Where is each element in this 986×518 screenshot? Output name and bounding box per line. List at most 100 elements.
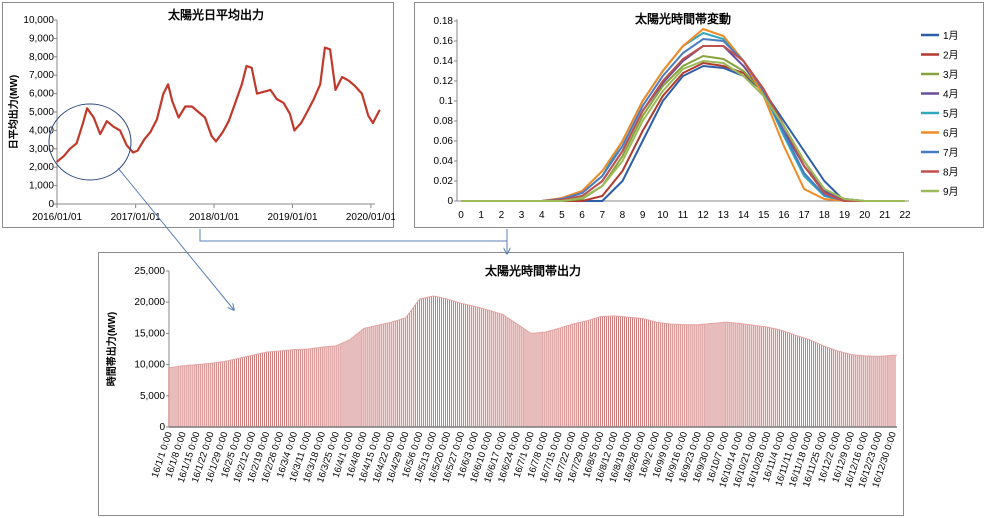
x-tick-label: 7	[599, 210, 605, 221]
y-tick-label: 0.16	[434, 36, 454, 47]
data-point	[106, 120, 108, 122]
x-tick-label: 14	[738, 210, 750, 221]
y-tick-label: 0.1	[439, 96, 453, 107]
data-point	[56, 160, 58, 163]
data-point	[86, 107, 88, 110]
y-tick-label: 15,000	[134, 328, 165, 339]
data-point	[149, 131, 152, 134]
legend-label: 5月	[943, 108, 959, 120]
x-tick-label: 10	[657, 210, 669, 221]
data-point	[312, 98, 315, 100]
series-line	[56, 46, 381, 163]
y-tick-label: 25,000	[134, 266, 165, 277]
data-point	[204, 116, 206, 119]
x-tick-label: 2017/01/01	[111, 212, 161, 223]
series-line-9	[461, 59, 905, 202]
data-point	[347, 79, 350, 82]
data-point	[99, 133, 101, 135]
y-tick-label: 2,000	[29, 162, 54, 173]
data-point	[341, 76, 343, 78]
data-point	[143, 138, 146, 141]
x-tick-label: 1	[478, 210, 484, 221]
x-tick-label: 16	[778, 210, 790, 221]
chart-title: 太陽光時間帯出力	[485, 263, 581, 278]
data-point	[324, 46, 326, 49]
series-line-2	[461, 61, 905, 202]
data-point	[92, 116, 95, 119]
y-tick-label: 10,000	[134, 360, 165, 371]
data-point	[75, 142, 78, 145]
x-tick-label: 15	[758, 210, 770, 221]
y-tick-label: 8,000	[29, 52, 54, 63]
data-point	[329, 48, 331, 51]
hourly-output-chart-panel: 太陽光時間帯出力 0 5,000 10,000 15,000 20,000 25,000 時間…	[98, 252, 904, 516]
envelope-line	[168, 295, 897, 369]
data-point	[69, 148, 71, 150]
y-tick-label: 7,000	[29, 70, 54, 81]
x-tick-label: 2	[499, 210, 505, 221]
data-point	[112, 125, 115, 128]
data-point	[171, 100, 173, 102]
y-tick-label: 0.04	[434, 156, 454, 167]
data-point	[177, 116, 180, 119]
data-point	[136, 149, 139, 152]
data-point	[256, 92, 258, 95]
y-tick-label: 0.14	[434, 56, 454, 67]
x-tick-label: 4	[539, 210, 545, 221]
data-point	[282, 102, 285, 104]
y-tick-label: 4,000	[29, 125, 54, 136]
data-point	[269, 89, 272, 91]
hourly-variation-chart: 太陽光時間帯変動 0 0.02 0.04 0.06 0.08 0.1 0.12 0.14 0.16…	[434, 11, 959, 221]
data-point	[378, 109, 381, 111]
legend-label: 2月	[943, 50, 959, 62]
x-tick-label: 2018/01/01	[189, 212, 239, 223]
legend-label: 9月	[943, 186, 959, 198]
data-point	[125, 144, 128, 146]
data-point	[300, 122, 302, 124]
data-point	[289, 113, 291, 115]
hourly-bars	[168, 296, 896, 427]
y-tick-label: 20,000	[134, 297, 165, 308]
y-tick-label: 5,000	[140, 391, 165, 402]
y-tick-label: 0.12	[434, 76, 454, 87]
data-point	[262, 90, 265, 93]
x-tick-label: 2016/01/01	[32, 212, 82, 223]
hourly-variation-chart-panel: 太陽光時間帯変動 0 0.02 0.04 0.06 0.08 0.1 0.12 0.14 0.16…	[414, 2, 984, 228]
series-line-1	[461, 64, 905, 202]
data-point	[191, 105, 193, 108]
data-point	[119, 129, 121, 132]
chart-title: 太陽光時間帯変動	[635, 11, 731, 26]
y-tick-label: 0.02	[434, 176, 454, 187]
x-tick-label: 11	[678, 210, 689, 221]
data-point	[334, 89, 337, 91]
y-tick-label: 3,000	[29, 144, 54, 155]
x-tick-label: 18	[819, 210, 831, 221]
data-point	[319, 83, 322, 86]
y-tick-label: 0.08	[434, 116, 454, 127]
series-line-3	[461, 54, 905, 202]
data-point	[250, 67, 253, 69]
data-point	[372, 122, 374, 124]
x-tick-label: 2020/01/01	[346, 212, 395, 223]
x-tick-label: 6	[579, 210, 585, 221]
data-point	[215, 140, 217, 143]
data-point	[293, 129, 296, 132]
data-point	[367, 114, 370, 117]
x-tick-label: 21	[879, 210, 891, 221]
x-tick-label: 22	[899, 210, 911, 221]
data-point	[276, 98, 278, 100]
data-point	[234, 102, 237, 104]
data-point	[162, 92, 165, 95]
y-axis-label: 時間帯出力(MW)	[105, 312, 118, 386]
data-point	[197, 111, 200, 113]
y-axis-label: 日平均出力(MW)	[7, 75, 20, 149]
legend-label: 7月	[943, 147, 959, 159]
data-point	[306, 111, 308, 113]
x-tick-label: 2019/01/01	[267, 212, 317, 223]
legend-label: 6月	[943, 128, 959, 140]
data-point	[210, 135, 213, 137]
y-tick-label: 0	[447, 196, 453, 207]
x-tick-label: 3	[519, 210, 525, 221]
x-tick-label: 9	[640, 210, 646, 221]
y-tick-label: 10,000	[23, 15, 54, 26]
